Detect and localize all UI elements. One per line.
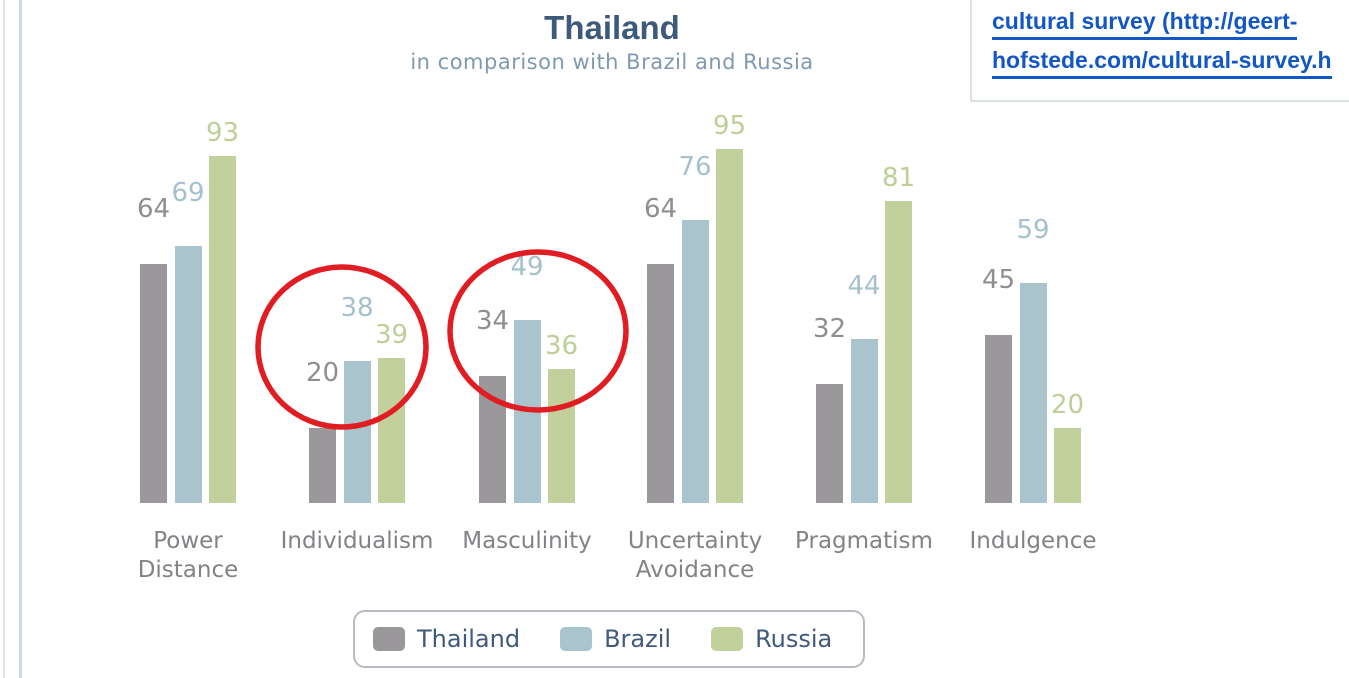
bar-thailand-uncertainty-avoidance (647, 264, 674, 503)
bar-russia-uncertainty-avoidance (716, 149, 743, 503)
bar-thailand-indulgence (985, 335, 1012, 503)
bar-brazil-individualism (343, 361, 371, 503)
legend-swatch-russia (711, 627, 744, 651)
bar-russia-masculinity (548, 369, 575, 503)
page-left-border-inner (19, 0, 22, 678)
value-label-brazil-uncertainty-avoidance: 76 (678, 152, 712, 182)
cultural-survey-link-line1[interactable]: cultural survey (http://geert- (992, 8, 1298, 40)
legend-label-thailand: Thailand (417, 625, 521, 653)
value-label-brazil-power-distance: 69 (171, 178, 205, 208)
legend-item-russia: Russia (711, 625, 832, 653)
chart-title: Thailand (544, 9, 680, 46)
value-label-russia-indulgence: 20 (1050, 390, 1085, 420)
value-label-brazil-masculinity: 49 (510, 252, 544, 282)
legend-swatch-brazil (560, 627, 593, 651)
value-label-brazil-indulgence: 59 (1016, 215, 1050, 245)
category-label-uncertainty-avoidance: Uncertainty Avoidance (627, 528, 763, 583)
legend-swatch-thailand (373, 627, 405, 651)
value-label-thailand-power-distance: 64 (136, 194, 171, 224)
value-label-russia-masculinity: 36 (544, 331, 579, 361)
bar-thailand-individualism (309, 428, 336, 503)
cultural-survey-link[interactable]: cultural survey (http://geert- hofstede.… (992, 8, 1332, 79)
bar-thailand-power-distance (140, 264, 167, 503)
value-label-russia-pragmatism: 81 (881, 163, 916, 193)
category-label-indulgence: Indulgence (969, 528, 1097, 554)
chart-subtitle: in comparison with Brazil and Russia (410, 50, 814, 74)
category-label-masculinity: Masculinity (462, 528, 592, 554)
category-label-pragmatism: Pragmatism (795, 528, 933, 554)
value-label-russia-individualism: 39 (374, 320, 409, 350)
bar-russia-power-distance (209, 156, 236, 503)
bar-brazil-pragmatism (850, 339, 878, 503)
value-label-thailand-pragmatism: 32 (812, 314, 847, 344)
legend-label-brazil: Brazil (604, 625, 672, 653)
bar-thailand-masculinity (479, 376, 506, 503)
legend-item-thailand: Thailand (373, 625, 520, 653)
bar-brazil-power-distance (174, 246, 202, 503)
bar-brazil-uncertainty-avoidance (681, 220, 709, 503)
value-label-thailand-indulgence: 45 (981, 265, 1016, 295)
value-label-brazil-individualism: 38 (340, 293, 374, 323)
cultural-survey-link-line2[interactable]: hofstede.com/cultural-survey.h (992, 47, 1332, 79)
source-link-box: cultural survey (http://geert- hofstede.… (970, 0, 1349, 102)
bar-thailand-pragmatism (816, 384, 843, 503)
bar-russia-indulgence (1054, 428, 1081, 503)
value-label-thailand-uncertainty-avoidance: 64 (643, 194, 678, 224)
value-label-russia-power-distance: 93 (205, 118, 240, 148)
page-left-border-outer (3, 0, 5, 678)
bar-brazil-indulgence (1019, 283, 1047, 503)
bar-russia-individualism (378, 358, 405, 503)
value-label-russia-uncertainty-avoidance: 95 (712, 111, 747, 141)
category-label-individualism: Individualism (280, 528, 434, 554)
category-label-power-distance: Power Distance (137, 528, 239, 583)
legend-item-brazil: Brazil (560, 625, 671, 653)
value-label-brazil-pragmatism: 44 (847, 271, 881, 301)
bar-russia-pragmatism (885, 201, 912, 503)
legend-label-russia: Russia (755, 625, 833, 653)
chart-legend: Thailand Brazil Russia (353, 610, 865, 668)
